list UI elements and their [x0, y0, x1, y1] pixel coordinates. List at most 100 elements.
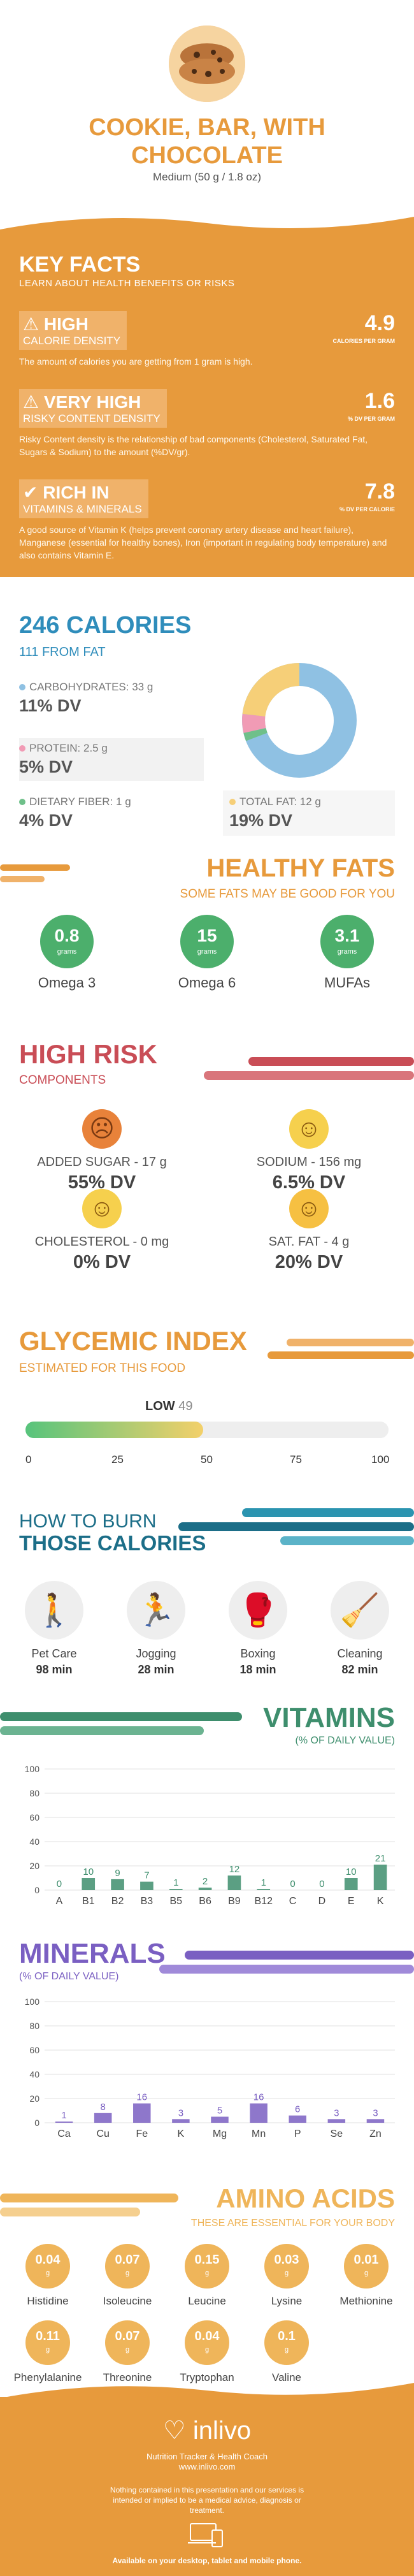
- key-fact-calorie-density: ⚠ HIGH CALORIE DENSITY 4.9 CALORIES PER G…: [19, 311, 395, 368]
- burn-title-line1: HOW TO BURN: [19, 1511, 157, 1532]
- healthy-fats-title: HEALTHY FATS: [206, 854, 395, 882]
- x-tick-label: E: [348, 1896, 355, 1907]
- wave-divider: [0, 217, 414, 249]
- amino-item: 0.11 g Phenylalanine: [10, 2320, 86, 2384]
- amino-item: 0.04 g Histidine: [10, 2244, 86, 2308]
- key-fact-value: 4.9: [364, 311, 395, 335]
- bar-value-label: 12: [229, 1864, 240, 1875]
- decor-lines: [0, 1712, 242, 1735]
- x-tick-label: Zn: [369, 2128, 382, 2139]
- bar-value-label: 16: [136, 2092, 147, 2103]
- amino-title: AMINO ACIDS: [216, 2183, 395, 2213]
- key-facts-title: KEY FACTS: [19, 252, 141, 277]
- glycemic-level: LOW 49: [145, 1399, 193, 1413]
- glycemic-section: GLYCEMIC INDEX ESTIMATED FOR THIS FOOD L…: [0, 1326, 414, 1485]
- key-fact-risky-density: ⚠ VERY HIGH RISKY CONTENT DENSITY 1.6 % D…: [19, 389, 395, 458]
- activity-pet-care: 🚶 Pet Care 98 min: [6, 1581, 102, 1677]
- bar-value-label: 0: [290, 1879, 295, 1889]
- amino-label: Valine: [272, 2371, 301, 2383]
- key-fact-desc: Risky Content density is the relationshi…: [19, 434, 368, 457]
- bar-value-label: 6: [295, 2104, 300, 2115]
- amino-label: Leucine: [188, 2295, 226, 2307]
- bar-value-label: 1: [261, 1877, 266, 1888]
- y-tick-label: 80: [29, 1788, 39, 1798]
- legend-dot: [19, 745, 25, 752]
- amino-item: 0.07 g Isoleucine: [89, 2244, 166, 2308]
- y-tick-label: 60: [29, 1812, 39, 1823]
- bar-value-label: 3: [334, 2107, 339, 2118]
- footer-url: www.inlivo.com: [178, 2462, 236, 2471]
- happy-face-icon: ☺: [82, 1189, 122, 1228]
- amino-badge: 0.15 g: [185, 2244, 229, 2289]
- burn-calories-section: HOW TO BURN THOSE CALORIES 🚶 Pet Care 98 m…: [0, 1498, 414, 1689]
- bar: [250, 2103, 268, 2123]
- activity-jogging: 🏃 Jogging 28 min: [108, 1581, 204, 1677]
- key-fact-unit: CALORIES PER GRAM: [332, 338, 395, 344]
- risk-added-sugar: ☹ ADDED SUGAR - 17 g 55% DV: [22, 1109, 182, 1193]
- healthy-fats-section: HEALTHY FATS SOME FATS MAY BE GOOD FOR Y…: [0, 854, 414, 1014]
- amino-badge: 0.07 g: [105, 2244, 150, 2289]
- devices-icon: [188, 2523, 223, 2547]
- bar-value-label: 2: [203, 1876, 208, 1887]
- y-tick-label: 100: [25, 1764, 40, 1774]
- x-tick-label: C: [289, 1896, 297, 1907]
- bar: [327, 2119, 346, 2123]
- key-facts-subtitle: LEARN ABOUT HEALTH BENEFITS OR RISKS: [19, 278, 235, 289]
- calories-section: 246 CALORIES 111 FROM FAT CARBOHYDRATES:…: [0, 612, 414, 848]
- y-tick-label: 40: [29, 2069, 39, 2079]
- sad-face-icon: ☹: [82, 1109, 122, 1149]
- y-tick-label: 0: [34, 1885, 39, 1895]
- risk-sat-fat: ☺ SAT. FAT - 4 g 20% DV: [229, 1189, 389, 1273]
- x-tick-label: Mg: [213, 2128, 227, 2139]
- glycemic-bar-fill: [25, 1422, 204, 1438]
- amino-label: Methionine: [339, 2295, 393, 2307]
- food-title-line1: COOKIE, BAR, WITH: [89, 114, 325, 141]
- legend-dot: [19, 799, 25, 805]
- bar: [140, 1881, 153, 1890]
- high-risk-title: HIGH RISK: [19, 1039, 158, 1069]
- nutrient-protein: PROTEIN: 2.5 g 5% DV: [19, 738, 204, 781]
- bar: [198, 1888, 212, 1890]
- glycemic-tick: 50: [201, 1453, 213, 1466]
- inlivo-logo: ♡ inlivo: [162, 2417, 252, 2445]
- key-fact-unit: % DV PER CALORIE: [339, 506, 395, 513]
- calories-donut-chart: [242, 663, 357, 778]
- key-fact-label: ⚠ VERY HIGH RISKY CONTENT DENSITY: [19, 389, 167, 428]
- amino-item: 0.03 g Lysine: [248, 2244, 325, 2308]
- amino-label: Phenylalanine: [13, 2371, 82, 2383]
- amino-item: 0.04 g Tryptophan: [169, 2320, 245, 2384]
- x-tick-label: Fe: [136, 2128, 148, 2139]
- donut-protein: [242, 714, 266, 734]
- bar-value-label: 9: [115, 1868, 120, 1879]
- amino-badge: 0.11 g: [25, 2320, 70, 2365]
- key-fact-label: ✔ RICH IN VITAMINS & MINERALS: [19, 479, 148, 518]
- bar: [169, 1889, 183, 1890]
- cookie-image: [169, 25, 245, 102]
- bar: [133, 2103, 151, 2123]
- x-tick-label: B6: [199, 1896, 211, 1907]
- dog-walk-icon: 🚶: [25, 1581, 83, 1640]
- amino-badge: 0.01 g: [344, 2244, 389, 2289]
- legend-dot: [19, 684, 25, 690]
- amino-label: Tryptophan: [180, 2371, 234, 2383]
- high-risk-section: HIGH RISK COMPONENTS ☹ ADDED SUGAR - 17 g…: [0, 1039, 414, 1281]
- footer-disclaimer: Nothing contained in this presentation a…: [110, 2485, 304, 2515]
- glycemic-tick: 75: [290, 1453, 302, 1466]
- x-tick-label: K: [178, 2128, 185, 2139]
- x-tick-label: B1: [82, 1896, 95, 1907]
- vitamins-bar-chart: 0204060801000A10B19B27B31B52B612B91B120C…: [25, 1764, 395, 1907]
- donut-fat: [242, 663, 300, 717]
- x-tick-label: Mn: [252, 2128, 266, 2139]
- cleaning-icon: 🧹: [331, 1581, 389, 1640]
- x-tick-label: B9: [228, 1896, 241, 1907]
- minerals-section: MINERALS (% OF DAILY VALUE) 0 20 40 60 80 100…: [0, 1938, 414, 2167]
- decor-lines: [0, 2194, 178, 2216]
- food-title-line2: CHOCOLATE: [131, 142, 283, 169]
- amino-acids-section: AMINO ACIDS THESE ARE ESSENTIAL FOR YOUR…: [0, 2183, 414, 2394]
- bar-value-label: 21: [375, 1853, 386, 1864]
- y-tick-label: 20: [29, 1861, 39, 1871]
- bar-value-label: 10: [346, 1867, 357, 1877]
- glycemic-title: GLYCEMIC INDEX: [19, 1326, 247, 1356]
- decor-lines: [268, 1339, 414, 1359]
- amino-label: Threonine: [103, 2371, 152, 2383]
